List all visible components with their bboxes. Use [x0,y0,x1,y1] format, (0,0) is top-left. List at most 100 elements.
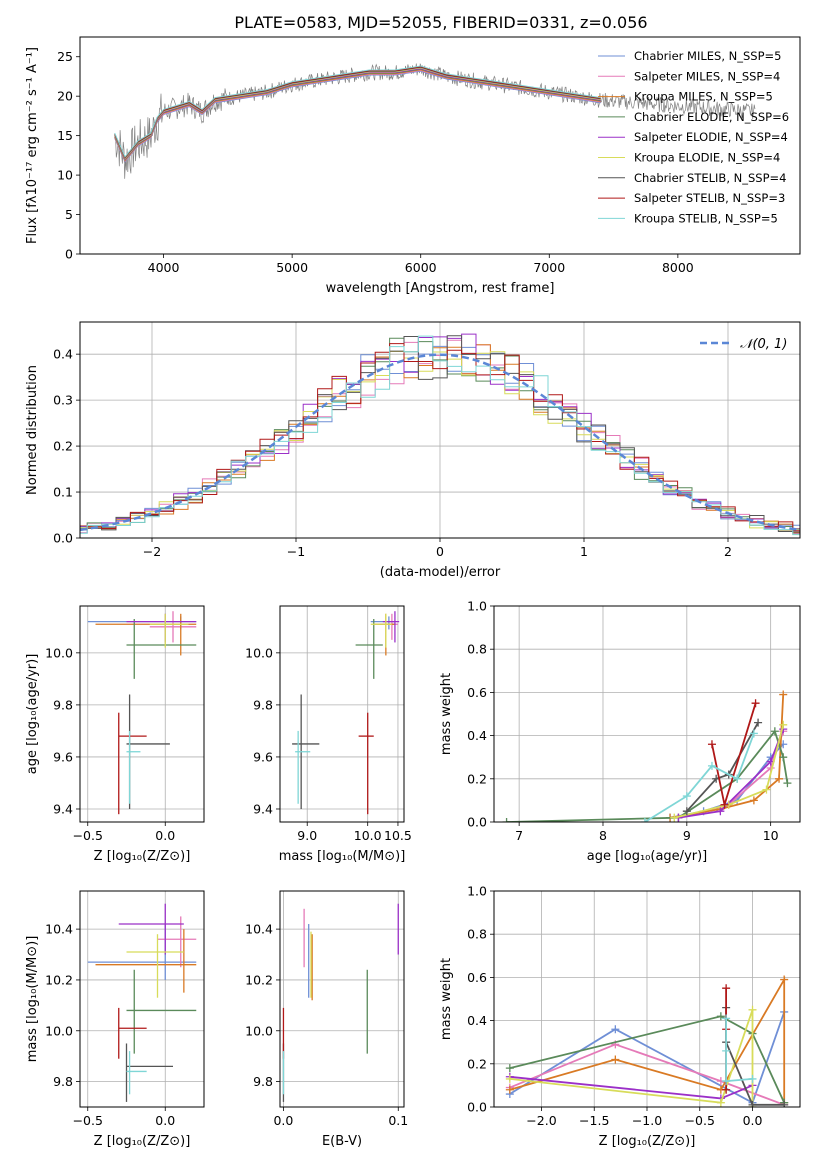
y-axis-label: Flux [fλ10⁻¹⁷ erg cm⁻² s⁻¹ A⁻¹] [25,47,40,244]
weight-marker [611,1055,620,1064]
y-tick-label: 0.2 [467,1056,487,1071]
y-tick-label: 1.0 [467,599,487,614]
x-tick-label: 10 [763,828,779,843]
axes-frame [279,605,405,823]
weight-marker [682,807,691,816]
model-line-5 [114,67,601,160]
x-axis-label: wavelength [Angstrom, rest frame] [326,281,555,296]
y-tick-label: 0.0 [467,815,487,830]
x-axis-label: E(B-V) [322,1134,362,1149]
weight-marker [733,774,742,783]
weight-marker [502,818,511,822]
x-tick-label: 0 [436,544,444,559]
legend-entry: Salpeter STELIB, N_SSP=3 [634,191,785,205]
histogram-step-6 [80,335,800,533]
y-tick-label: 0.6 [467,685,487,700]
x-tick-label: −0.5 [73,1113,103,1128]
y-tick-label: 9.4 [53,801,73,816]
y-axis-label: mass weight [439,958,454,1040]
weight-line-6 [686,722,759,812]
x-tick-label: 8 [599,828,607,843]
weight-marker [716,1012,725,1021]
x-tick-label: 1 [580,544,588,559]
spectrum-lines [114,63,756,179]
weight-marker [780,975,789,984]
weight-line-6 [725,1007,785,1106]
y-tick-label: 0.2 [53,439,73,454]
weight-marker [611,1025,620,1034]
x-axis-label: age [log₁₀(age/yr)] [587,849,708,864]
x-tick-label: −0.5 [685,1113,715,1128]
axes-frame [79,890,205,1108]
x-tick-label: 0.0 [743,1113,763,1128]
legend-entry: Chabrier STELIB, N_SSP=4 [634,171,786,185]
y-tick-label: 9.6 [253,749,273,764]
error-bars [282,903,399,1102]
y-axis-label: Normed distribution [25,365,40,495]
x-tick-label: 0.0 [155,1113,175,1128]
age_vs_Z-panel: −0.5 0.0 9.4 9.6 9.8 10.0 Z [log₁₀(Z/Z⊙)] age [… [25,605,205,864]
y-tick-label: 15 [57,128,73,143]
weight-line-4 [678,728,785,819]
weight-marker [682,792,691,801]
x-axis-label: Z [log₁₀(Z/Z⊙)] [599,1134,696,1149]
weight-marker [707,761,716,770]
legend-entry: Salpeter MILES, N_SSP=4 [634,69,780,83]
weight-marker [780,1100,789,1107]
weight-marker [720,800,729,809]
legend-entry: Kroupa STELIB, N_SSP=5 [634,211,778,225]
figure-title: PLATE=0583, MJD=52055, FIBERID=0331, z=0… [234,13,647,32]
y-tick-label: 10.0 [45,1023,73,1038]
y-tick-label: 0 [65,247,73,262]
axes-frame [279,890,405,1108]
x-tick-label: −1.5 [579,1113,609,1128]
weight-marker [779,690,788,699]
weight-marker [749,796,758,805]
weight-line-8 [725,1018,753,1083]
model-line-1 [114,69,601,163]
y-tick-label: 10.4 [245,922,273,937]
x-tick-label: −2 [143,544,161,559]
weight-marker [505,1074,514,1083]
y-tick-label: 10.4 [45,922,73,937]
x-axis-label: Z [log₁₀(Z/Z⊙)] [94,849,191,864]
y-tick-label: 0.1 [53,485,73,500]
x-tick-label: 10.0 [354,828,382,843]
legend: Chabrier MILES, N_SSP=5 Salpeter MILES, N… [598,49,789,225]
mass_weight_vs_Z-panel: −2.0 −1.5 −1.0 −0.5 0.0 0.0 0.2 0.4 0.6 0.8 1.0 Z [… [439,884,801,1149]
x-tick-label: 0.0 [155,828,175,843]
weight-marker [640,818,649,822]
y-tick-label: 9.8 [253,697,273,712]
y-tick-label: 10.2 [45,972,73,987]
x-axis-label: Z [log₁₀(Z/Z⊙)] [94,1134,191,1149]
legend-entry: Chabrier MILES, N_SSP=5 [634,49,781,63]
y-tick-label: 9.8 [53,697,73,712]
weight-marker [707,740,716,749]
y-tick-label: 0.6 [467,970,487,985]
x-tick-label: −1.0 [632,1113,662,1128]
x-tick-label: 7 [515,828,523,843]
residuals-panel: −2 −1 0 1 2 0.0 0.1 0.2 0.3 0.4 (data-model)/error… [25,321,801,580]
weight-marker [722,984,731,993]
x-tick-label: 6000 [405,260,437,275]
weight-marker [716,807,725,816]
weight-marker [751,699,760,708]
error-bars [87,903,197,1102]
mass_weight_vs_age-panel: 7 8 9 10 0.0 0.2 0.4 0.6 0.8 1.0 age [log₁₀(age/yr… [439,599,801,864]
legend-entry: Kroupa ELODIE, N_SSP=4 [634,151,780,165]
weight-marker [779,720,788,729]
y-tick-label: 10.0 [45,645,73,660]
x-tick-label: 8000 [662,260,694,275]
weight-line-5 [509,1009,754,1107]
panels: 4000 5000 6000 7000 80000510152025wavelength… [25,36,801,1149]
y-tick-label: 10.2 [245,972,273,987]
weight-marker [722,1046,731,1055]
y-axis-label: mass [log₁₀(M/M⊙)] [25,936,40,1063]
weight-marker [749,729,758,738]
legend-entry: Salpeter ELODIE, N_SSP=4 [634,130,788,144]
axes-frame [493,605,801,823]
weight-line-7 [711,702,757,805]
